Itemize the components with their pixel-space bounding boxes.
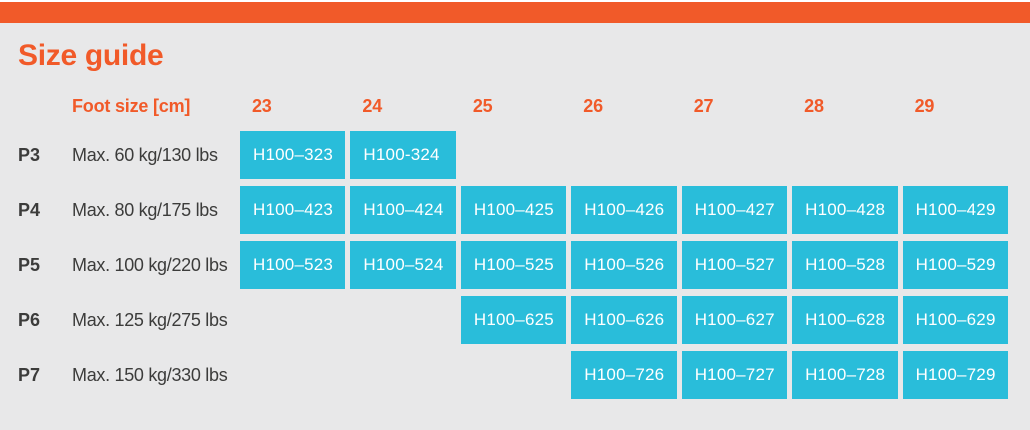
model-cell: H100–428 bbox=[792, 186, 898, 234]
model-cell: H100–424 bbox=[350, 186, 456, 234]
model-cell: H100–728 bbox=[792, 351, 898, 399]
row-code-p6: P6 bbox=[18, 309, 41, 330]
size-table: Foot size [cm] 23 24 25 26 27 28 29 P3 M… bbox=[18, 88, 1008, 399]
model-cell: H100–629 bbox=[902, 296, 1008, 344]
model-cell: H100–526 bbox=[571, 241, 677, 289]
column-header-size-26: 26 bbox=[583, 95, 603, 116]
row-code-p3: P3 bbox=[18, 144, 41, 165]
model-cell: H100–323 bbox=[240, 131, 346, 179]
model-cell: H100–528 bbox=[792, 241, 898, 289]
model-cell: H100–726 bbox=[571, 351, 677, 399]
model-cell: H100–429 bbox=[902, 186, 1008, 234]
column-header-size-25: 25 bbox=[472, 95, 493, 116]
column-header-size-24: 24 bbox=[362, 95, 383, 116]
row-code-p5: P5 bbox=[18, 254, 41, 275]
model-cell: H100–727 bbox=[681, 351, 788, 399]
size-guide-panel: Size guide Foot size [cm] 23 24 25 26 27… bbox=[0, 23, 1030, 430]
column-header-size-27: 27 bbox=[693, 95, 714, 116]
model-cell: H100–523 bbox=[240, 241, 346, 289]
model-cell: H100–628 bbox=[792, 296, 898, 344]
model-cell: H100–525 bbox=[460, 241, 567, 289]
model-cell: H100–527 bbox=[681, 241, 788, 289]
column-header-size-23: 23 bbox=[252, 95, 272, 116]
model-cell: H100–729 bbox=[902, 351, 1008, 399]
model-cell: H100–427 bbox=[681, 186, 788, 234]
column-header-foot-size: Foot size [cm] bbox=[72, 95, 191, 116]
model-cell: H100-324 bbox=[350, 131, 456, 179]
top-accent-bar bbox=[0, 2, 1030, 23]
model-cell: H100–627 bbox=[681, 296, 788, 344]
row-weight-limit-p5: Max. 100 kg/220 lbs bbox=[72, 254, 228, 275]
row-weight-limit-p4: Max. 80 kg/175 lbs bbox=[72, 199, 218, 220]
row-code-p4: P4 bbox=[18, 199, 41, 220]
row-weight-limit-p6: Max. 125 kg/275 lbs bbox=[72, 309, 228, 330]
model-cell: H100–625 bbox=[460, 296, 567, 344]
column-header-size-29: 29 bbox=[914, 95, 935, 116]
row-code-p7: P7 bbox=[18, 364, 41, 385]
model-cell: H100–423 bbox=[240, 186, 346, 234]
row-weight-limit-p3: Max. 60 kg/130 lbs bbox=[72, 144, 218, 165]
row-weight-limit-p7: Max. 150 kg/330 lbs bbox=[72, 364, 228, 385]
model-cell: H100–529 bbox=[902, 241, 1008, 289]
model-cell: H100–426 bbox=[571, 186, 677, 234]
model-cell: H100–524 bbox=[350, 241, 456, 289]
page-title: Size guide bbox=[18, 39, 164, 72]
column-header-size-28: 28 bbox=[804, 95, 824, 116]
model-cell: H100–626 bbox=[571, 296, 677, 344]
model-cell: H100–425 bbox=[460, 186, 567, 234]
